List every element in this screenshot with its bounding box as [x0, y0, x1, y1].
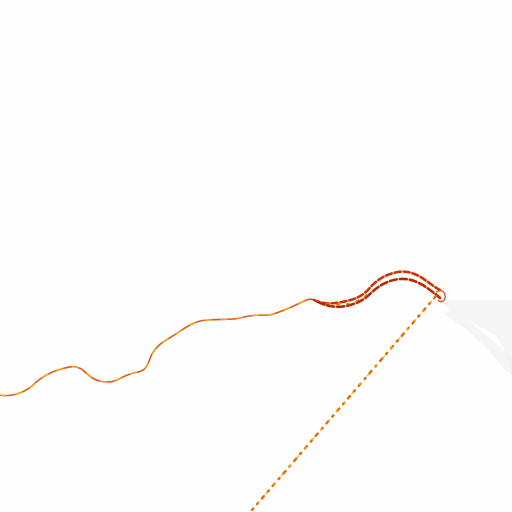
- terrain-shading-2: [445, 308, 512, 375]
- route-loop-accent: [325, 289, 373, 306]
- route-diagonal-accent: [251, 295, 437, 511]
- route-loop-outer: [312, 270, 442, 305]
- route-main-highlight: [0, 298, 315, 397]
- terrain-shading: [440, 300, 512, 380]
- route-end-hook: [435, 290, 446, 303]
- route-loop-inner: [316, 277, 442, 309]
